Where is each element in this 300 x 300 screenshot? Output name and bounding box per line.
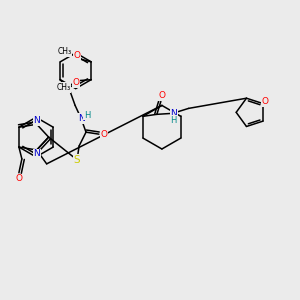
Text: S: S xyxy=(74,155,80,165)
Text: CH₃: CH₃ xyxy=(56,83,70,92)
Text: O: O xyxy=(262,97,268,106)
Text: O: O xyxy=(158,91,165,100)
Text: N: N xyxy=(33,149,40,158)
Text: O: O xyxy=(73,78,80,87)
Text: N: N xyxy=(33,116,40,125)
Text: H: H xyxy=(84,111,90,120)
Text: O: O xyxy=(15,174,22,183)
Text: O: O xyxy=(100,130,107,139)
Text: O: O xyxy=(74,51,81,60)
Text: N: N xyxy=(170,109,177,118)
Text: N: N xyxy=(78,114,84,123)
Text: H: H xyxy=(170,116,177,125)
Text: CH₃: CH₃ xyxy=(57,47,71,56)
